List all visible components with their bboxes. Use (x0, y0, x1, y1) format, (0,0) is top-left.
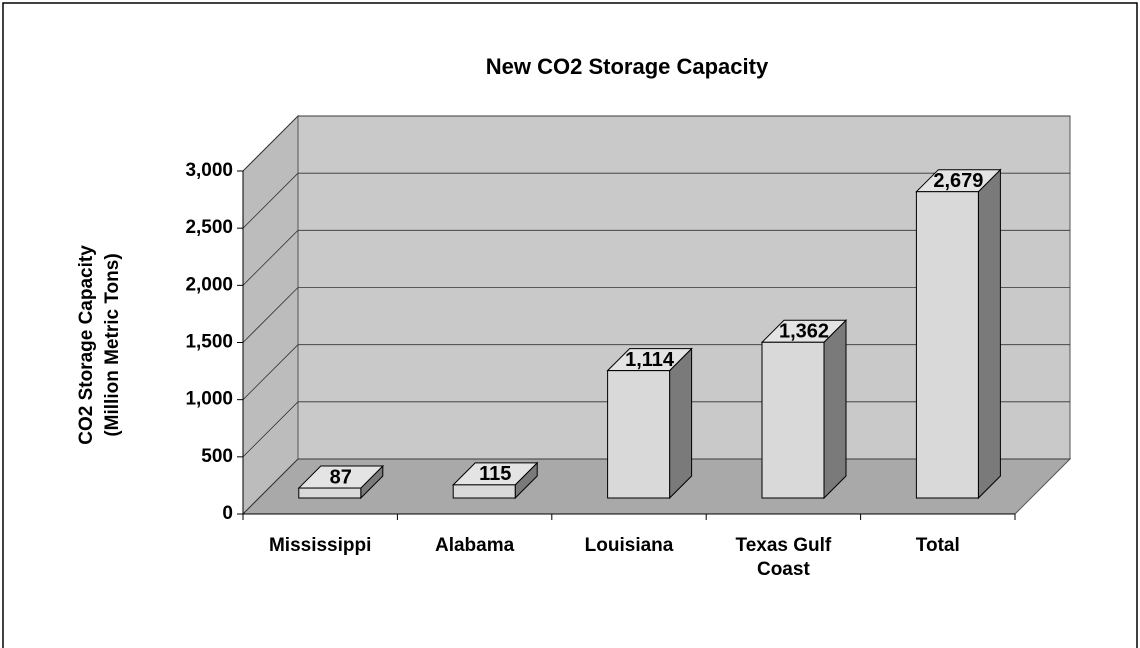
chart-title: New CO2 Storage Capacity (486, 54, 769, 79)
grid-line (242, 172, 1070, 229)
value-label: 2,679 (933, 170, 983, 192)
bar (915, 191, 979, 499)
bar-side (977, 168, 1001, 500)
value-label: 1,362 (779, 321, 829, 343)
x-tick-label: Total (915, 535, 960, 556)
value-label: 87 (330, 466, 352, 488)
y-axis-label-line: (Million Metric Tons) (102, 253, 123, 436)
bar-side (669, 347, 693, 500)
x-tick-label: Alabama (434, 535, 515, 556)
y-tick-label: 0 (222, 503, 233, 524)
x-tick-label: Mississippi (268, 535, 372, 556)
y-tick-label: 3,000 (185, 160, 233, 181)
value-label: 115 (479, 463, 511, 485)
x-tick-label: Texas Gulf Coast (735, 535, 832, 580)
bar (452, 484, 516, 499)
grid-line (242, 287, 1070, 343)
x-tick-label: Louisiana (584, 535, 674, 556)
grid-line (242, 229, 1070, 286)
y-axis-label-line: CO2 Storage Capacity (76, 245, 97, 445)
bar-side (823, 319, 847, 500)
y-tick-label: 1,000 (185, 389, 233, 410)
bar (298, 487, 362, 499)
y-axis-label: CO2 Storage Capacity (Million Metric Ton… (76, 245, 123, 445)
y-tick-label: 1,500 (185, 332, 233, 353)
y-tick-label: 500 (201, 446, 233, 467)
bar (761, 341, 825, 499)
y-tick-label: 2,500 (185, 217, 233, 238)
y-tick-label: 2,000 (185, 274, 233, 295)
value-label: 1,114 (625, 349, 675, 371)
bar (607, 370, 671, 499)
grid-line (242, 115, 1070, 172)
